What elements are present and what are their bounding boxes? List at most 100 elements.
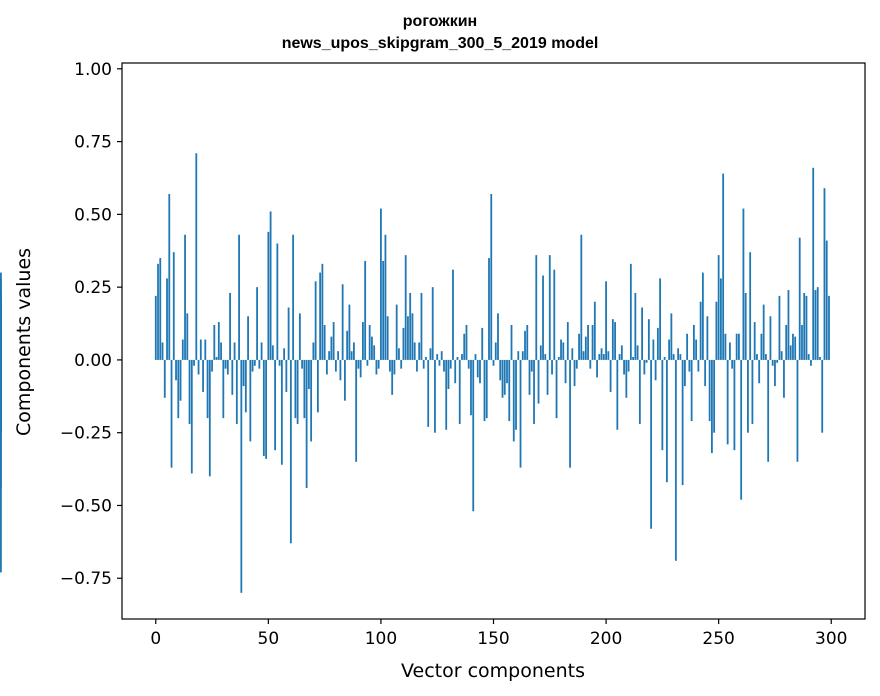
bar xyxy=(267,231,270,360)
bar xyxy=(607,351,610,360)
bar xyxy=(533,359,535,424)
bar xyxy=(211,359,213,372)
bar xyxy=(260,342,263,360)
bar xyxy=(641,307,643,360)
bar xyxy=(778,295,781,360)
bar xyxy=(807,354,810,360)
bar xyxy=(774,359,776,387)
bar xyxy=(422,359,425,369)
bar xyxy=(229,292,231,360)
x-tick-label: 300 xyxy=(815,629,847,649)
y-tick-label: 0.25 xyxy=(74,278,112,298)
bar xyxy=(449,359,452,369)
bar xyxy=(650,359,653,529)
bar xyxy=(551,359,553,375)
bar xyxy=(528,359,531,395)
bar xyxy=(661,359,664,451)
bar xyxy=(688,359,691,372)
bar xyxy=(681,359,684,486)
bar xyxy=(753,322,756,360)
bar xyxy=(713,359,716,433)
x-axis-label: Vector components xyxy=(401,660,585,682)
bar xyxy=(296,359,299,424)
bar xyxy=(195,153,198,360)
bar xyxy=(431,287,434,360)
bar xyxy=(672,354,675,360)
bar xyxy=(213,324,216,360)
bar xyxy=(382,260,385,360)
bar xyxy=(600,348,603,360)
bar xyxy=(400,359,403,369)
bar xyxy=(253,359,256,366)
bar xyxy=(330,336,333,360)
y-tick-label: 0.75 xyxy=(74,133,112,153)
bar xyxy=(625,359,628,398)
bar xyxy=(193,359,195,366)
bar xyxy=(179,359,182,401)
x-tick-label: 150 xyxy=(477,629,509,649)
bar xyxy=(796,359,799,462)
bar xyxy=(596,359,598,378)
bar xyxy=(584,336,587,360)
bar xyxy=(287,307,290,360)
bar xyxy=(740,359,743,500)
bar xyxy=(785,324,788,360)
bar xyxy=(481,327,484,360)
bar xyxy=(310,359,313,442)
bar xyxy=(247,316,249,360)
bar xyxy=(810,359,812,366)
bar xyxy=(362,322,364,360)
bar xyxy=(706,316,709,360)
bar xyxy=(555,359,558,419)
bar xyxy=(321,263,324,360)
bar xyxy=(438,359,441,366)
bar xyxy=(783,359,785,398)
bar xyxy=(537,359,540,404)
bar xyxy=(828,295,830,360)
bar xyxy=(553,269,556,360)
bar xyxy=(695,339,698,360)
bar xyxy=(803,292,806,360)
bar xyxy=(188,359,191,424)
bar xyxy=(670,313,673,360)
bar xyxy=(292,234,295,360)
bar xyxy=(647,319,650,360)
bar xyxy=(623,359,625,375)
bar xyxy=(305,359,308,488)
bar xyxy=(470,359,472,416)
bar xyxy=(375,359,378,375)
bar xyxy=(645,359,648,363)
bar xyxy=(794,336,797,360)
bar xyxy=(157,263,159,360)
x-tick-label: 250 xyxy=(702,629,734,649)
bar xyxy=(298,313,301,360)
bar xyxy=(823,188,826,360)
bar xyxy=(749,252,752,360)
bar xyxy=(238,234,240,360)
bar xyxy=(524,330,526,360)
bar xyxy=(643,359,646,375)
bar xyxy=(409,292,412,360)
bar xyxy=(663,357,666,360)
bar xyxy=(632,357,634,360)
bar xyxy=(506,359,508,384)
bar xyxy=(742,208,745,360)
bar xyxy=(724,333,727,360)
bar xyxy=(760,333,763,360)
bar xyxy=(190,359,193,474)
bar xyxy=(454,359,457,384)
bar xyxy=(569,359,571,468)
bar xyxy=(355,359,358,462)
bar xyxy=(704,359,707,387)
bar xyxy=(503,359,506,395)
bar xyxy=(771,359,774,366)
bar xyxy=(580,234,583,360)
bar xyxy=(747,359,749,433)
bar xyxy=(485,359,488,419)
bar xyxy=(616,359,619,430)
bar xyxy=(166,278,168,360)
bar xyxy=(224,359,227,369)
bar xyxy=(510,324,513,360)
bar xyxy=(350,351,353,360)
bar xyxy=(618,354,621,360)
